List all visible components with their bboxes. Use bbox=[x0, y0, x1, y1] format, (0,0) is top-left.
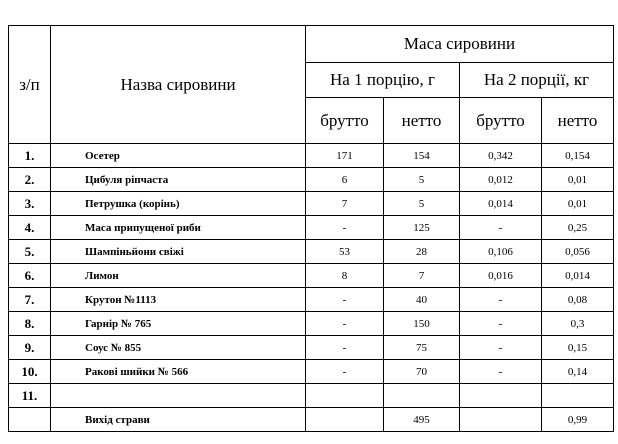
header-per2: На 2 порції, кг bbox=[459, 62, 614, 98]
brutto-per-portion: - bbox=[305, 287, 384, 312]
netto-two-portions: 0,014 bbox=[541, 263, 614, 288]
brutto-two-portions: 0,016 bbox=[459, 263, 542, 288]
table-row: 7. Крутон №1113-40-0,08 bbox=[8, 287, 614, 312]
brutto-two-portions: - bbox=[459, 335, 542, 360]
table-row: 11. bbox=[8, 383, 614, 408]
row-number: 1. bbox=[8, 143, 51, 168]
brutto-per-portion: - bbox=[305, 335, 384, 360]
row-number: 8. bbox=[8, 311, 51, 336]
table-row: Вихід страви 495 0,99 bbox=[8, 407, 614, 432]
table-row: 4. Маса припущеної риби -125-0,25 bbox=[8, 215, 614, 240]
netto-per-portion: 7 bbox=[383, 263, 460, 288]
row-number: 6. bbox=[8, 263, 51, 288]
brutto-per-portion bbox=[305, 407, 384, 432]
ingredient-name: Ракові шийки № 566 bbox=[50, 359, 306, 384]
brutto-per-portion: 6 bbox=[305, 167, 384, 192]
netto-two-portions: 0,08 bbox=[541, 287, 614, 312]
netto-two-portions: 0,01 bbox=[541, 167, 614, 192]
row-number: 3. bbox=[8, 191, 51, 216]
ingredient-name: Соус № 855 bbox=[50, 335, 306, 360]
table-row: 3. Петрушка (корінь) 7 5 0,014 0,01 bbox=[8, 191, 614, 216]
ingredient-name: Петрушка (корінь) bbox=[50, 191, 306, 216]
ingredient-name: Лимон bbox=[50, 263, 306, 288]
table-row: 5. Шампіньйони свіжі 53 28 0,106 0,056 bbox=[8, 239, 614, 264]
netto-two-portions: 0,14 bbox=[541, 359, 614, 384]
ingredient-name: Крутон №1113 bbox=[50, 287, 306, 312]
table-row: 6. Лимон 8 7 0,016 0,014 bbox=[8, 263, 614, 288]
netto-per-portion: 5 bbox=[383, 167, 460, 192]
netto-per-portion: 40 bbox=[383, 287, 460, 312]
brutto-two-portions: 0,106 bbox=[459, 239, 542, 264]
brutto-per-portion: - bbox=[305, 359, 384, 384]
netto-per-portion: 495 bbox=[383, 407, 460, 432]
table-row: 10. Ракові шийки № 566-70-0,14 bbox=[8, 359, 614, 384]
row-number: 7. bbox=[8, 287, 51, 312]
ingredient-name: Шампіньйони свіжі bbox=[50, 239, 306, 264]
table-row: 2. Цибуля ріпчаста 6 5 0,012 0,01 bbox=[8, 167, 614, 192]
table-row: 1. Осетер 171 154 0,342 0,154 bbox=[8, 143, 614, 168]
row-number: 5. bbox=[8, 239, 51, 264]
ingredient-name: Вихід страви bbox=[50, 407, 306, 432]
recipe-table: з/п Назва сировини Маса сировини На 1 по… bbox=[8, 25, 614, 432]
netto-two-portions: 0,056 bbox=[541, 239, 614, 264]
brutto-two-portions bbox=[459, 383, 542, 408]
ingredient-name: Цибуля ріпчаста bbox=[50, 167, 306, 192]
row-number: 10. bbox=[8, 359, 51, 384]
brutto-per-portion: 7 bbox=[305, 191, 384, 216]
brutto-per-portion: - bbox=[305, 215, 384, 240]
netto-two-portions: 0,99 bbox=[541, 407, 614, 432]
row-number: 2. bbox=[8, 167, 51, 192]
row-number bbox=[8, 407, 51, 432]
header-per1: На 1 порцію, г bbox=[305, 62, 460, 98]
header-num: з/п bbox=[8, 25, 51, 144]
brutto-two-portions: 0,012 bbox=[459, 167, 542, 192]
netto-two-portions: 0,15 bbox=[541, 335, 614, 360]
row-number: 11. bbox=[8, 383, 51, 408]
header-netto-2: нетто bbox=[541, 97, 614, 144]
netto-two-portions: 0,154 bbox=[541, 143, 614, 168]
netto-per-portion: 150 bbox=[383, 311, 460, 336]
brutto-per-portion: 8 bbox=[305, 263, 384, 288]
row-number: 9. bbox=[8, 335, 51, 360]
netto-two-portions: 0,3 bbox=[541, 311, 614, 336]
table-row: 9. Соус № 855-75-0,15 bbox=[8, 335, 614, 360]
netto-per-portion bbox=[383, 383, 460, 408]
netto-two-portions: 0,01 bbox=[541, 191, 614, 216]
brutto-two-portions: 0,014 bbox=[459, 191, 542, 216]
netto-per-portion: 75 bbox=[383, 335, 460, 360]
header-name: Назва сировини bbox=[50, 25, 306, 144]
brutto-two-portions: 0,342 bbox=[459, 143, 542, 168]
header-netto-1: нетто bbox=[383, 97, 460, 144]
netto-per-portion: 154 bbox=[383, 143, 460, 168]
netto-per-portion: 70 bbox=[383, 359, 460, 384]
brutto-per-portion bbox=[305, 383, 384, 408]
brutto-two-portions bbox=[459, 407, 542, 432]
ingredient-name: Маса припущеної риби bbox=[50, 215, 306, 240]
header-brutto-1: брутто bbox=[305, 97, 384, 144]
brutto-two-portions: - bbox=[459, 311, 542, 336]
netto-two-portions: 0,25 bbox=[541, 215, 614, 240]
netto-per-portion: 125 bbox=[383, 215, 460, 240]
row-number: 4. bbox=[8, 215, 51, 240]
ingredient-name: Осетер bbox=[50, 143, 306, 168]
netto-per-portion: 5 bbox=[383, 191, 460, 216]
brutto-two-portions: - bbox=[459, 359, 542, 384]
ingredient-name bbox=[50, 383, 306, 408]
brutto-per-portion: 171 bbox=[305, 143, 384, 168]
ingredient-name: Гарнір № 765 bbox=[50, 311, 306, 336]
header-brutto-2: брутто bbox=[459, 97, 542, 144]
brutto-two-portions: - bbox=[459, 215, 542, 240]
netto-two-portions bbox=[541, 383, 614, 408]
brutto-per-portion: 53 bbox=[305, 239, 384, 264]
brutto-per-portion: - bbox=[305, 311, 384, 336]
brutto-two-portions: - bbox=[459, 287, 542, 312]
table-row: 8. Гарнір № 765-150-0,3 bbox=[8, 311, 614, 336]
header-mass: Маса сировини bbox=[305, 25, 614, 63]
netto-per-portion: 28 bbox=[383, 239, 460, 264]
